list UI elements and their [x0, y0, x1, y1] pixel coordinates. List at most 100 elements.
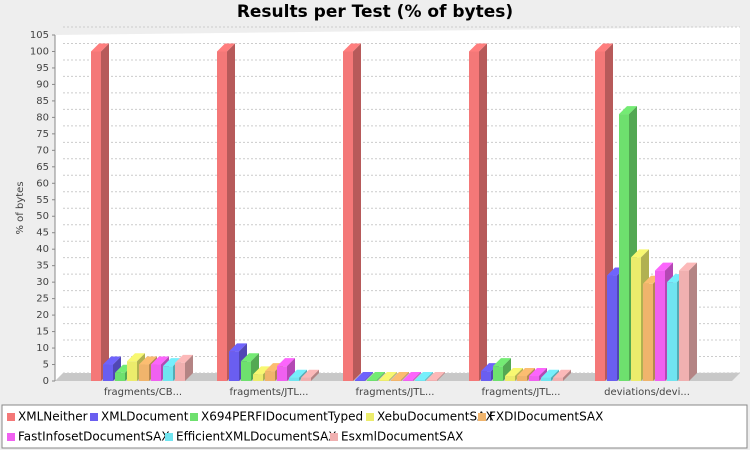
- bar-side: [479, 43, 487, 381]
- bar-top: [529, 368, 547, 377]
- bar: [91, 51, 101, 381]
- bar: [679, 270, 689, 381]
- bar: [427, 380, 437, 381]
- bar: [265, 371, 275, 381]
- bar: [655, 270, 665, 381]
- bar-top: [679, 262, 697, 271]
- legend-label: XMLNeither: [18, 410, 88, 424]
- bar: [529, 376, 539, 381]
- bar: [277, 366, 287, 381]
- bar-side: [503, 358, 511, 381]
- bar: [403, 380, 413, 381]
- bar: [481, 371, 491, 381]
- legend-swatch: [90, 413, 98, 421]
- bar-side: [389, 372, 397, 381]
- bar-top: [655, 262, 673, 271]
- legend-swatch: [165, 433, 173, 441]
- bar: [643, 283, 653, 381]
- bar-top: [289, 369, 307, 378]
- y-tick-label: 105: [30, 30, 49, 41]
- y-tick-label: 95: [36, 63, 49, 74]
- bar-side: [185, 354, 193, 381]
- bar: [667, 282, 677, 381]
- bar-side: [413, 372, 421, 381]
- legend-swatch: [330, 433, 338, 441]
- bar: [517, 376, 527, 381]
- y-axis-label: % of bytes: [15, 181, 26, 234]
- bar: [301, 377, 311, 381]
- bar: [175, 362, 185, 381]
- bar: [379, 380, 389, 381]
- bar-top: [253, 366, 271, 375]
- bar: [367, 380, 377, 381]
- bar: [391, 380, 401, 381]
- legend-box: [1, 404, 748, 449]
- bar: [139, 364, 149, 381]
- bar-top: [493, 358, 511, 367]
- y-tick-label: 15: [36, 327, 49, 338]
- bar-top: [391, 372, 409, 381]
- bar-side: [689, 262, 697, 381]
- y-tick-label: 20: [36, 310, 49, 321]
- bar: [115, 372, 125, 381]
- bar-top: [541, 369, 559, 378]
- bar-side: [425, 372, 433, 381]
- bar-side: [563, 369, 571, 381]
- legend-label: X694PERFIDocumentTyped: [201, 410, 363, 424]
- bar-top: [427, 372, 445, 381]
- bar: [553, 377, 563, 381]
- bar-side: [437, 372, 445, 381]
- bar-top: [403, 372, 421, 381]
- y-tick-label: 75: [36, 129, 49, 140]
- bar: [541, 377, 551, 381]
- legend-label: EfficientXMLDocumentSAX: [176, 430, 337, 444]
- legend-swatch: [366, 413, 374, 421]
- legend-label: FastInfosetDocumentSAX: [18, 430, 170, 444]
- y-tick-label: 30: [36, 277, 49, 288]
- bar: [127, 361, 137, 381]
- bar-top: [175, 354, 193, 363]
- bar-top: [415, 372, 433, 381]
- bar-top: [127, 353, 145, 362]
- bar: [217, 51, 227, 381]
- y-tick-label: 0: [43, 376, 49, 387]
- bar: [355, 380, 365, 381]
- bar: [253, 374, 263, 381]
- bar: [619, 114, 629, 381]
- x-tick-label: fragments/JTL...: [481, 387, 560, 398]
- bar-top: [619, 106, 637, 115]
- y-tick-label: 40: [36, 244, 49, 255]
- y-tick-label: 35: [36, 261, 49, 272]
- bar-top: [277, 358, 295, 367]
- bar-side: [401, 372, 409, 381]
- bar: [241, 361, 251, 381]
- bar-top: [163, 358, 181, 367]
- legend-label: EsxmlDocumentSAX: [341, 430, 463, 444]
- bar: [607, 275, 617, 381]
- bar-side: [101, 43, 109, 381]
- bar-side: [287, 358, 295, 381]
- bar-top: [379, 372, 397, 381]
- y-tick-label: 85: [36, 96, 49, 107]
- bar-top: [553, 369, 571, 378]
- bar: [469, 51, 479, 381]
- y-tick-label: 70: [36, 145, 49, 156]
- legend-swatch: [7, 433, 15, 441]
- y-tick-label: 50: [36, 211, 49, 222]
- bar-top: [595, 43, 613, 52]
- x-tick-label: deviations/devi...: [604, 387, 690, 398]
- bar-top: [355, 372, 373, 381]
- y-tick-label: 100: [30, 46, 49, 57]
- bar: [289, 377, 299, 381]
- legend-label: XMLDocument: [101, 410, 189, 424]
- bar: [151, 364, 161, 381]
- bar: [595, 51, 605, 381]
- bar-top: [367, 372, 385, 381]
- bar: [415, 380, 425, 381]
- chart-title: Results per Test (% of bytes): [237, 2, 513, 22]
- x-tick-label: fragments/JTL...: [229, 387, 308, 398]
- y-tick-label: 10: [36, 343, 49, 354]
- bar-top: [103, 356, 121, 365]
- x-tick-label: fragments/JTL...: [355, 387, 434, 398]
- y-tick-label: 25: [36, 294, 49, 305]
